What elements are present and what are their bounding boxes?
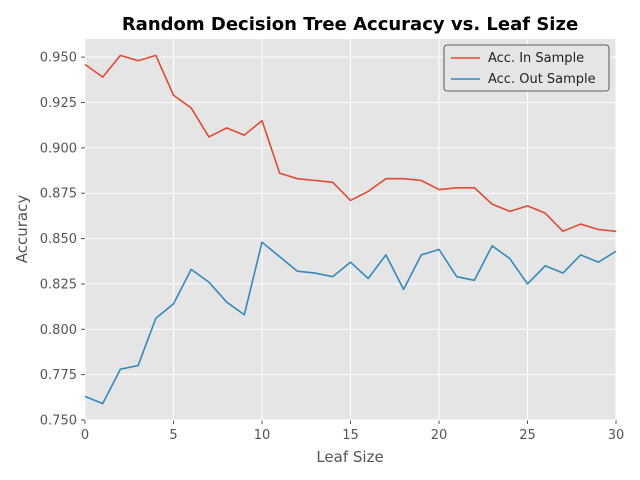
grid-lines (81, 39, 617, 424)
chart-title: Random Decision Tree Accuracy vs. Leaf S… (122, 14, 578, 35)
y-tick-labels: 0.750 0.775 0.800 0.825 0.850 0.875 0.900 0.925… (40, 51, 77, 429)
y-tick-label: 0.775 (40, 368, 77, 383)
x-tick-label: 15 (342, 428, 359, 443)
y-tick-label: 0.750 (40, 414, 77, 429)
x-axis-label: Leaf Size (316, 448, 383, 466)
x-tick-label: 25 (519, 428, 536, 443)
x-tick-label: 20 (431, 428, 448, 443)
y-tick-label: 0.950 (40, 51, 77, 66)
x-tick-label: 10 (254, 428, 271, 443)
y-tick-label: 0.875 (40, 187, 77, 202)
y-tick-label: 0.800 (40, 323, 77, 338)
series-line-acc-out-sample (84, 241, 617, 405)
y-tick-label: 0.850 (40, 232, 77, 247)
x-tick-label: 0 (81, 428, 89, 443)
x-tick-label: 30 (608, 428, 625, 443)
y-axis-label: Accuracy (13, 195, 31, 264)
legend-label-in-sample: Acc. In Sample (488, 51, 584, 66)
y-tick-label: 0.925 (40, 96, 77, 111)
y-tick-label: 0.825 (40, 277, 77, 292)
x-tick-label: 5 (169, 428, 177, 443)
legend-label-out-sample: Acc. Out Sample (488, 72, 596, 87)
y-tick-label: 0.900 (40, 141, 77, 156)
x-tick-labels: 0 5 10 15 20 25 30 (81, 428, 624, 443)
legend-box (443, 44, 610, 92)
legend: Acc. In Sample Acc. Out Sample (443, 44, 610, 92)
series-line-acc-in-sample (84, 54, 617, 233)
series-lines (84, 54, 617, 405)
